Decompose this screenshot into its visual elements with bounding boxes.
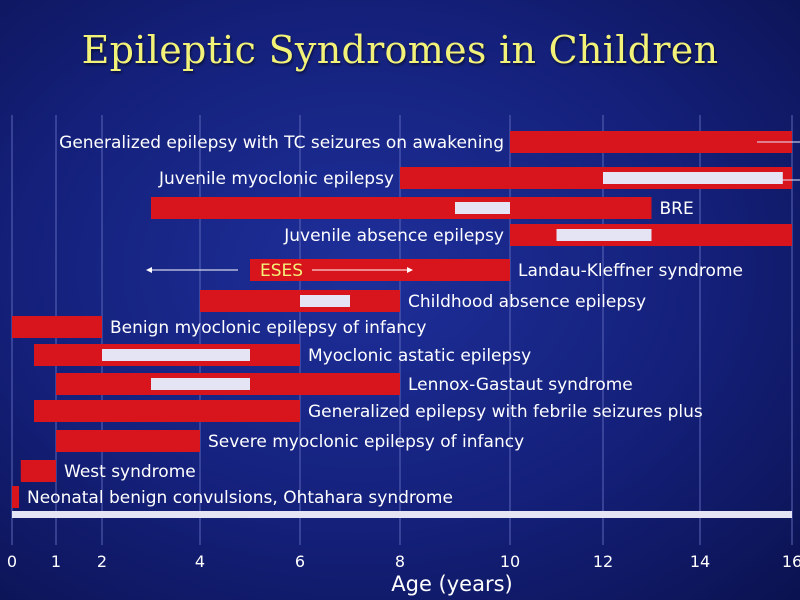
x-tick-label: 16 bbox=[782, 552, 800, 571]
row-label: Landau-Kleffner syndrome bbox=[518, 261, 743, 281]
range-bar bbox=[510, 131, 792, 153]
range-bar bbox=[12, 486, 19, 508]
range-bar bbox=[56, 430, 200, 452]
row-label: Neonatal benign convulsions, Ohtahara sy… bbox=[27, 488, 453, 508]
x-axis-bar bbox=[12, 511, 792, 518]
x-tick-label: 12 bbox=[593, 552, 613, 571]
peak-bar bbox=[102, 349, 250, 361]
row-label: Myoclonic astatic epilepsy bbox=[308, 346, 531, 366]
peak-bar bbox=[603, 172, 783, 184]
x-tick-label: 1 bbox=[51, 552, 61, 571]
x-tick-label: 8 bbox=[395, 552, 405, 571]
x-tick-label: 0 bbox=[7, 552, 17, 571]
eses-label: ESES bbox=[260, 261, 303, 281]
peak-bar bbox=[300, 295, 350, 307]
range-bar bbox=[12, 316, 102, 338]
row-label: Lennox-Gastaut syndrome bbox=[408, 375, 633, 395]
row-label: Generalized epilepsy with TC seizures on… bbox=[59, 133, 504, 153]
x-axis-label: Age (years) bbox=[391, 572, 512, 596]
x-tick-label: 4 bbox=[195, 552, 205, 571]
x-tick-label: 10 bbox=[500, 552, 520, 571]
peak-bar bbox=[556, 229, 652, 241]
peak-bar bbox=[455, 202, 510, 214]
row-label: Juvenile absence epilepsy bbox=[283, 226, 504, 246]
range-bar bbox=[34, 400, 300, 422]
row-label: BRE bbox=[660, 199, 694, 219]
x-tick-label: 2 bbox=[97, 552, 107, 571]
eses-arrow-head-right bbox=[407, 267, 413, 273]
row-label: West syndrome bbox=[64, 462, 196, 482]
peak-bar bbox=[151, 378, 250, 390]
row-label: Severe myoclonic epilepsy of infancy bbox=[208, 432, 524, 452]
x-tick-label: 14 bbox=[690, 552, 710, 571]
row-label: Juvenile myoclonic epilepsy bbox=[158, 169, 394, 189]
chart-title: Epileptic Syndromes in Children bbox=[81, 28, 719, 72]
row-label: Generalized epilepsy with febrile seizur… bbox=[308, 402, 703, 422]
range-bar bbox=[20, 460, 56, 482]
eses-arrow-head-left bbox=[146, 267, 152, 273]
row-label: Benign myoclonic epilepsy of infancy bbox=[110, 318, 426, 338]
x-tick-label: 6 bbox=[295, 552, 305, 571]
range-bar bbox=[151, 197, 652, 219]
row-label: Childhood absence epilepsy bbox=[408, 292, 646, 312]
